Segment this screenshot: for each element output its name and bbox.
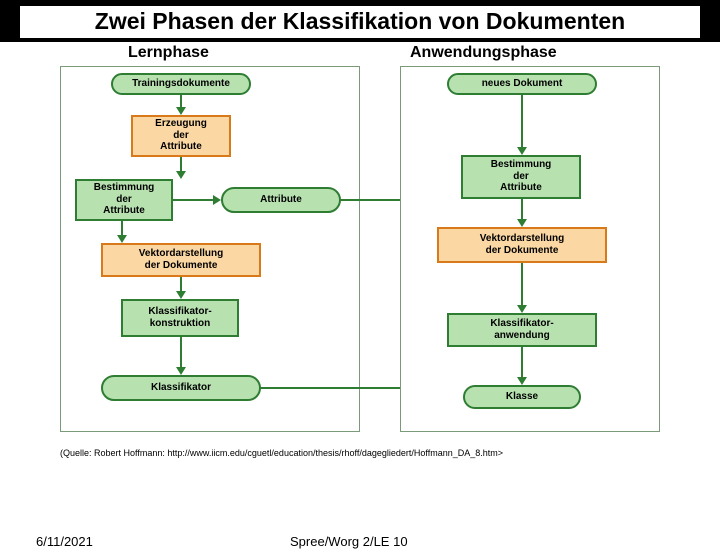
box-attribute: Attribute <box>221 187 341 213</box>
arrow-head <box>517 147 527 155</box>
arrow <box>180 157 182 171</box>
box-trainingsdokumente: Trainingsdokumente <box>111 73 251 95</box>
footer-center: Spree/Worg 2/LE 10 <box>290 534 408 549</box>
page-title: Zwei Phasen der Klassifikation von Dokum… <box>20 6 700 38</box>
phase-label-left: Lernphase <box>128 44 209 62</box>
box-bestimmung-attribute-left: Bestimmung der Attribute <box>75 179 173 221</box>
source-citation: (Quelle: Robert Hoffmann: http://www.iic… <box>0 442 720 458</box>
arrow-head <box>213 195 221 205</box>
arrow <box>521 95 523 147</box>
arrow-head <box>517 219 527 227</box>
arrow <box>180 95 182 107</box>
arrow <box>180 337 182 367</box>
box-vektordarstellung-right: Vektordarstellung der Dokumente <box>437 227 607 263</box>
arrow-head <box>176 367 186 375</box>
arrow-head <box>176 171 186 179</box>
box-vektordarstellung-left: Vektordarstellung der Dokumente <box>101 243 261 277</box>
box-klassifikator-anwendung: Klassifikator- anwendung <box>447 313 597 347</box>
diagram-area: Lernphase Anwendungsphase Trainingsdokum… <box>0 42 720 442</box>
arrow <box>521 263 523 305</box>
arrow-head <box>517 377 527 385</box>
panel-anwendungsphase: neues Dokument Bestimmung der Attribute … <box>400 66 660 432</box>
box-neues-dokument: neues Dokument <box>447 73 597 95</box>
arrow <box>173 199 213 201</box>
arrow <box>521 199 523 219</box>
arrow-head <box>117 235 127 243</box>
phase-label-right: Anwendungsphase <box>410 44 557 62</box>
panel-lernphase: Trainingsdokumente Erzeugung der Attribu… <box>60 66 360 432</box>
box-klassifikator-konstruktion: Klassifikator- konstruktion <box>121 299 239 337</box>
arrow-head <box>176 107 186 115</box>
box-klasse: Klasse <box>463 385 581 409</box>
arrow-head <box>517 305 527 313</box>
arrow <box>121 221 123 235</box>
box-bestimmung-attribute-right: Bestimmung der Attribute <box>461 155 581 199</box>
box-klassifikator: Klassifikator <box>101 375 261 401</box>
footer-date: 6/11/2021 <box>36 534 93 549</box>
title-bar: Zwei Phasen der Klassifikation von Dokum… <box>0 0 720 42</box>
box-erzeugung-attribute: Erzeugung der Attribute <box>131 115 231 157</box>
arrow-head <box>176 291 186 299</box>
arrow <box>521 347 523 377</box>
arrow <box>180 277 182 291</box>
